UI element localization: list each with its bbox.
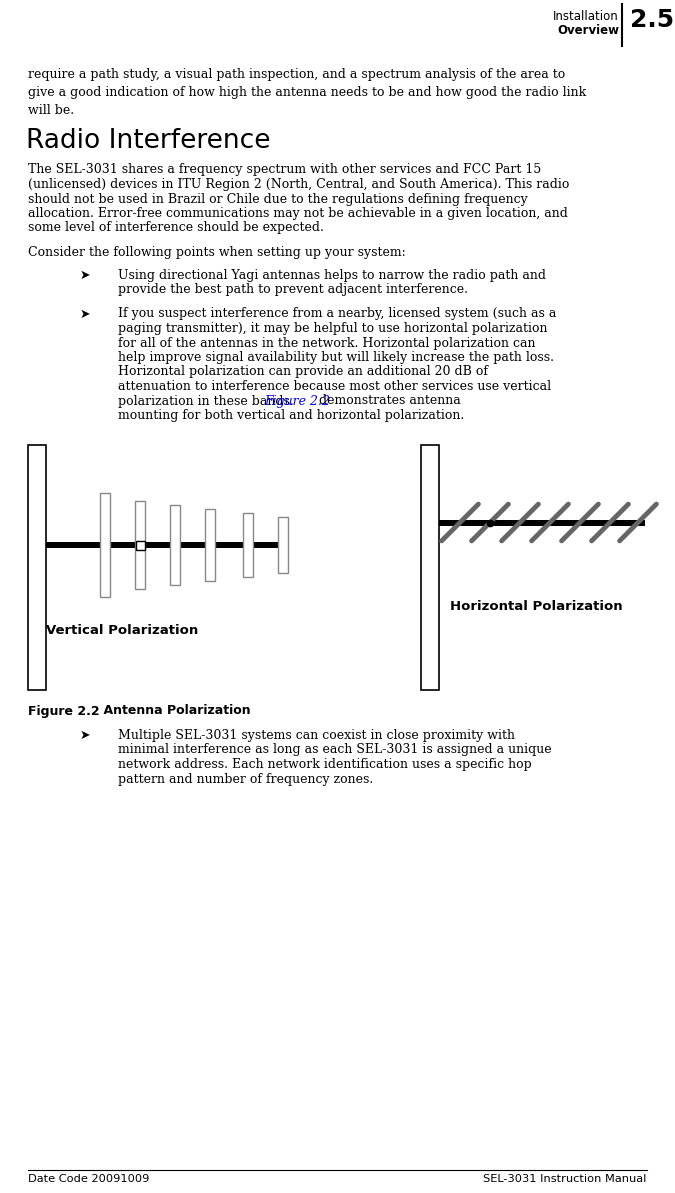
Text: 2.5: 2.5 (630, 8, 674, 32)
Text: provide the best path to prevent adjacent interference.: provide the best path to prevent adjacen… (118, 283, 468, 296)
Text: Date Code 20091009: Date Code 20091009 (28, 1174, 150, 1183)
Text: Vertical Polarization: Vertical Polarization (46, 624, 198, 637)
Text: for all of the antennas in the network. Horizontal polarization can: for all of the antennas in the network. … (118, 336, 536, 350)
Text: some level of interference should be expected.: some level of interference should be exp… (28, 222, 324, 235)
Text: polarization in these bands.: polarization in these bands. (118, 395, 298, 408)
Text: pattern and number of frequency zones.: pattern and number of frequency zones. (118, 773, 373, 785)
Text: help improve signal availability but will likely increase the path loss.: help improve signal availability but wil… (118, 351, 554, 364)
Text: Horizontal polarization can provide an additional 20 dB of: Horizontal polarization can provide an a… (118, 365, 488, 378)
Text: (unlicensed) devices in ITU Region 2 (North, Central, and South America). This r: (unlicensed) devices in ITU Region 2 (No… (28, 178, 570, 191)
Text: require a path study, a visual path inspection, and a spectrum analysis of the a: require a path study, a visual path insp… (28, 68, 587, 117)
Text: paging transmitter), it may be helpful to use horizontal polarization: paging transmitter), it may be helpful t… (118, 322, 547, 335)
Text: ➤: ➤ (79, 729, 90, 742)
Bar (205, 508, 215, 581)
Text: The SEL-3031 shares a frequency spectrum with other services and FCC Part 15: The SEL-3031 shares a frequency spectrum… (28, 163, 541, 177)
Text: Figure 2.2: Figure 2.2 (265, 395, 331, 408)
Text: If you suspect interference from a nearby, licensed system (such as a: If you suspect interference from a nearb… (118, 308, 556, 321)
Text: network address. Each network identification uses a specific hop: network address. Each network identifica… (118, 758, 532, 771)
Bar (136, 540, 145, 550)
Bar (243, 513, 253, 576)
Text: demonstrates antenna: demonstrates antenna (315, 395, 461, 408)
Text: ➤: ➤ (79, 308, 90, 321)
Text: Horizontal Polarization: Horizontal Polarization (450, 600, 622, 612)
Bar (46, 542, 285, 548)
Text: Antenna Polarization: Antenna Polarization (86, 705, 251, 717)
Text: Figure 2.2: Figure 2.2 (28, 705, 100, 717)
Bar (421, 445, 439, 690)
Bar (170, 505, 180, 585)
Bar (28, 445, 46, 690)
Text: mounting for both vertical and horizontal polarization.: mounting for both vertical and horizonta… (118, 409, 464, 422)
Bar (278, 517, 288, 573)
Text: allocation. Error-free communications may not be achievable in a given location,: allocation. Error-free communications ma… (28, 208, 568, 220)
Text: attenuation to interference because most other services use vertical: attenuation to interference because most… (118, 381, 551, 392)
Text: SEL-3031 Instruction Manual: SEL-3031 Instruction Manual (483, 1174, 647, 1183)
Text: minimal interference as long as each SEL-3031 is assigned a unique: minimal interference as long as each SEL… (118, 743, 551, 756)
Text: Consider the following points when setting up your system:: Consider the following points when setti… (28, 246, 406, 259)
Bar (439, 519, 645, 525)
Text: ➤: ➤ (79, 268, 90, 282)
Text: should not be used in Brazil or Chile due to the regulations defining frequency: should not be used in Brazil or Chile du… (28, 192, 528, 205)
Text: Using directional Yagi antennas helps to narrow the radio path and: Using directional Yagi antennas helps to… (118, 268, 546, 282)
Text: Radio Interference: Radio Interference (26, 128, 271, 154)
Bar (100, 493, 110, 596)
Bar (135, 501, 145, 588)
Text: Multiple SEL-3031 systems can coexist in close proximity with: Multiple SEL-3031 systems can coexist in… (118, 729, 515, 742)
Text: Installation: Installation (554, 10, 619, 23)
Text: Overview: Overview (557, 24, 619, 37)
